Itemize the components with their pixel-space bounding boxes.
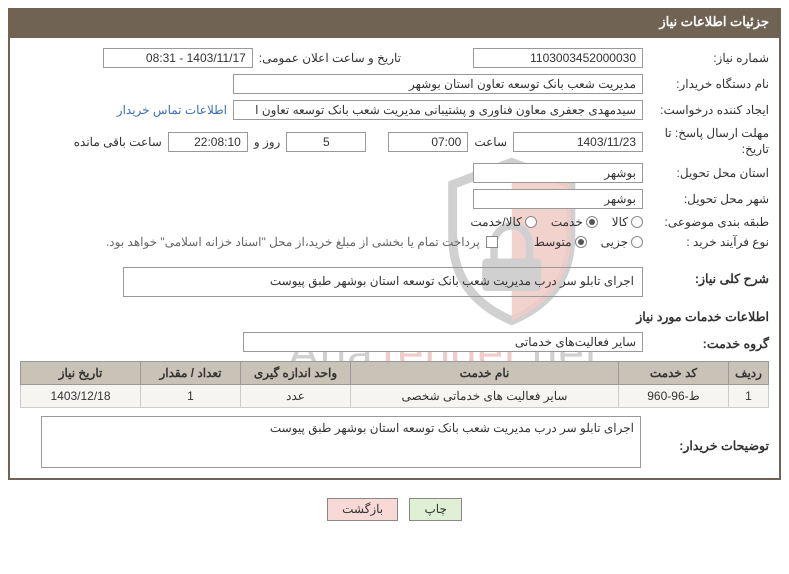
row-deadline: مهلت ارسال پاسخ: تا تاریخ: 1403/11/23 سا…	[20, 126, 769, 157]
label-days-and: روز و	[254, 135, 281, 149]
table-row: 1 ط-96-960 سایر فعالیت های خدماتی شخصی ع…	[21, 385, 769, 408]
field-need-desc: اجرای تابلو سر درب مدیریت شعب بانک توسعه…	[123, 267, 643, 297]
field-deadline-time: 07:00	[388, 132, 468, 152]
th-code: کد خدمت	[619, 362, 729, 385]
label-remaining: ساعت باقی مانده	[74, 135, 162, 149]
row-city: شهر محل تحویل: بوشهر	[20, 189, 769, 209]
label-treasury-note: پرداخت تمام یا بخشی از مبلغ خرید،از محل …	[106, 235, 480, 249]
radio-label: کالا	[612, 215, 628, 229]
field-announce-dt: 1403/11/17 - 08:31	[103, 48, 253, 68]
heading-services-info: اطلاعات خدمات مورد نیاز	[20, 309, 769, 324]
cell-code: ط-96-960	[619, 385, 729, 408]
services-table: ردیف کد خدمت نام خدمت واحد اندازه گیری ت…	[20, 361, 769, 408]
field-need-no: 1103003452000030	[473, 48, 643, 68]
content-layer: شماره نیاز: 1103003452000030 تاریخ و ساع…	[20, 48, 769, 468]
label-city: شهر محل تحویل:	[649, 192, 769, 206]
radio-label: جزیی	[601, 235, 628, 249]
radio-minor[interactable]: جزیی	[601, 235, 643, 249]
row-need-desc: شرح کلی نیاز: اجرای تابلو سر درب مدیریت …	[20, 263, 769, 301]
radio-circle-icon	[631, 236, 643, 248]
radio-circle-icon	[586, 216, 598, 228]
label-service-group: گروه خدمت:	[649, 336, 769, 351]
table-header-row: ردیف کد خدمت نام خدمت واحد اندازه گیری ت…	[21, 362, 769, 385]
cell-name: سایر فعالیت های خدماتی شخصی	[351, 385, 619, 408]
label-need-no: شماره نیاز:	[649, 51, 769, 65]
row-category: طبقه بندی موضوعی: کالا خدمت کالا/خدمت	[20, 215, 769, 229]
th-qty: تعداد / مقدار	[141, 362, 241, 385]
label-purchase-type: نوع فرآیند خرید :	[649, 235, 769, 249]
cell-date: 1403/12/18	[21, 385, 141, 408]
th-row: ردیف	[729, 362, 769, 385]
category-radio-group: کالا خدمت کالا/خدمت	[470, 215, 643, 229]
panel-title: جزئیات اطلاعات نیاز	[8, 8, 781, 36]
label-deadline: مهلت ارسال پاسخ: تا تاریخ:	[649, 126, 769, 157]
radio-circle-icon	[525, 216, 537, 228]
label-category: طبقه بندی موضوعی:	[649, 215, 769, 229]
field-service-group: سایر فعالیت‌های خدماتی	[243, 332, 643, 352]
radio-medium[interactable]: متوسط	[534, 235, 587, 249]
purchase-type-radio-group: جزیی متوسط	[534, 235, 643, 249]
cell-qty: 1	[141, 385, 241, 408]
panel-body: AriaTender.net شماره نیاز: 1103003452000…	[8, 36, 781, 480]
row-need-no: شماره نیاز: 1103003452000030 تاریخ و ساع…	[20, 48, 769, 68]
back-button[interactable]: بازگشت	[327, 498, 398, 521]
label-buyer-notes: توضیحات خریدار:	[649, 424, 769, 453]
field-buyer-org: مدیریت شعب بانک توسعه تعاون استان بوشهر	[233, 74, 643, 94]
field-requester: سیدمهدی جعفری معاون فناوری و پشتیبانی مد…	[233, 100, 643, 120]
radio-goods-service[interactable]: کالا/خدمت	[470, 215, 536, 229]
row-buyer-notes: توضیحات خریدار: اجرای تابلو سر درب مدیری…	[20, 416, 769, 468]
label-announce-dt: تاریخ و ساعت اعلان عمومی:	[259, 51, 401, 65]
button-bar: چاپ بازگشت	[0, 488, 789, 535]
label-requester: ایجاد کننده درخواست:	[649, 103, 769, 117]
label-buyer-org: نام دستگاه خریدار:	[649, 77, 769, 91]
field-deadline-date: 1403/11/23	[513, 132, 643, 152]
th-unit: واحد اندازه گیری	[241, 362, 351, 385]
field-days-left: 5	[286, 132, 366, 152]
label-need-desc: شرح کلی نیاز:	[649, 271, 769, 286]
print-button[interactable]: چاپ	[409, 498, 461, 521]
cell-unit: عدد	[241, 385, 351, 408]
row-requester: ایجاد کننده درخواست: سیدمهدی جعفری معاون…	[20, 100, 769, 120]
row-purchase-type: نوع فرآیند خرید : جزیی متوسط پرداخت تمام…	[20, 235, 769, 249]
field-buyer-notes: اجرای تابلو سر درب مدیریت شعب بانک توسعه…	[41, 416, 641, 468]
cell-row: 1	[729, 385, 769, 408]
treasury-checkbox[interactable]	[486, 236, 498, 248]
row-buyer-org: نام دستگاه خریدار: مدیریت شعب بانک توسعه…	[20, 74, 769, 94]
label-time: ساعت	[474, 135, 507, 149]
radio-circle-icon	[575, 236, 587, 248]
th-date: تاریخ نیاز	[21, 362, 141, 385]
row-service-group: گروه خدمت: سایر فعالیت‌های خدماتی	[20, 328, 769, 355]
field-city: بوشهر	[473, 189, 643, 209]
app-root: جزئیات اطلاعات نیاز AriaTender.net شماره…	[0, 8, 789, 574]
label-province: استان محل تحویل:	[649, 166, 769, 180]
radio-label: خدمت	[551, 215, 583, 229]
row-province: استان محل تحویل: بوشهر	[20, 163, 769, 183]
radio-label: کالا/خدمت	[470, 215, 521, 229]
radio-circle-icon	[631, 216, 643, 228]
field-time-left: 22:08:10	[168, 132, 248, 152]
field-province: بوشهر	[473, 163, 643, 183]
radio-goods[interactable]: کالا	[612, 215, 643, 229]
th-name: نام خدمت	[351, 362, 619, 385]
radio-label: متوسط	[534, 235, 572, 249]
radio-service[interactable]: خدمت	[551, 215, 598, 229]
buyer-contact-link[interactable]: اطلاعات تماس خریدار	[117, 103, 227, 117]
